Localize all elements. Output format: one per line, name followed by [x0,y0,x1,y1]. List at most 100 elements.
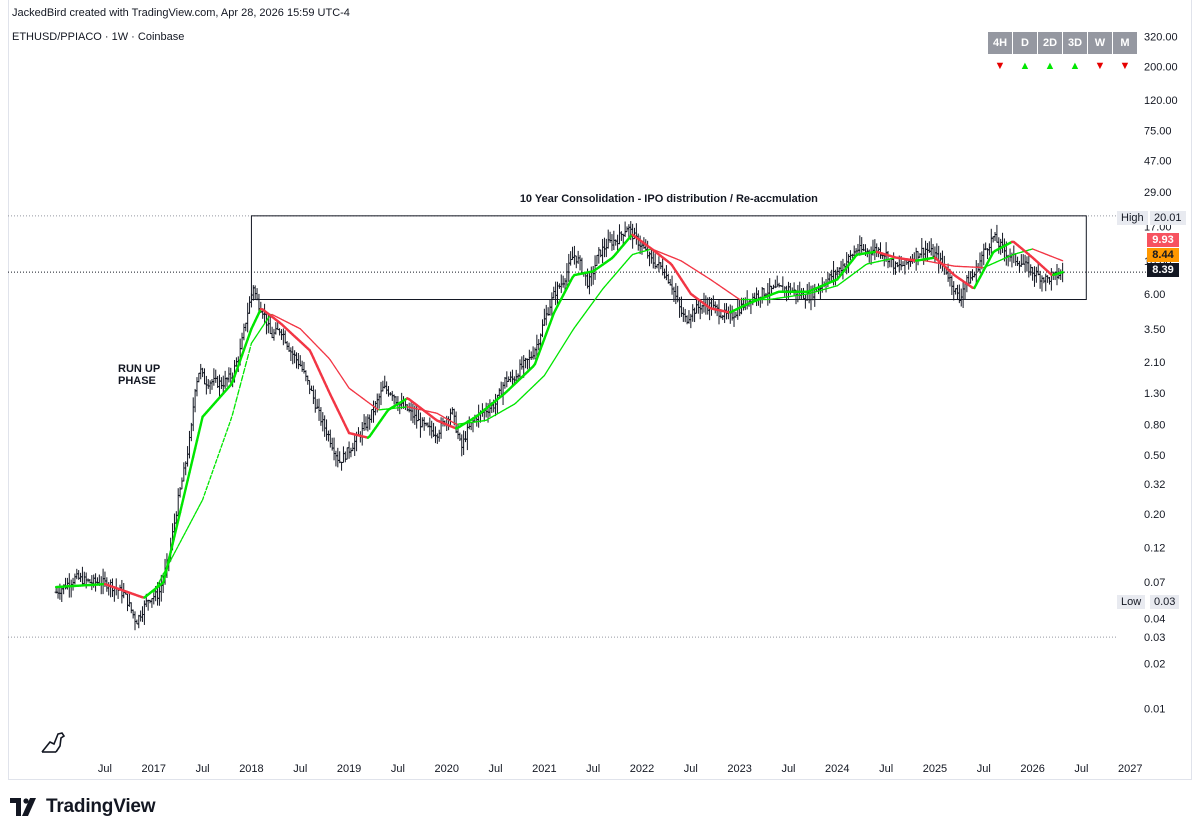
timeframe-w[interactable]: W [1088,32,1112,54]
slow-ma-segment [203,488,208,496]
slow-ma-segment [205,483,209,490]
y-tick-label: 0.80 [1144,419,1165,431]
slow-ma-segment [245,356,249,366]
slow-ma-segment [158,577,162,583]
slow-ma-segment [237,385,241,394]
trend-down-icon: ▼ [1094,60,1106,72]
x-tick-label: 2027 [1118,763,1142,775]
high-label: High [1117,211,1148,225]
chart-frame [8,0,1192,780]
slow-ma-segment [207,477,211,485]
fast-ma-segment [186,471,191,482]
slow-ma-segment [228,419,232,426]
y-tick-label: 47.00 [1144,156,1172,168]
slow-ma-segment [194,509,198,515]
slow-ma-segment [243,363,247,373]
timeframe-3d[interactable]: 3D [1063,32,1087,54]
slow-ma-segment [171,552,176,558]
fast-ma-segment [195,431,201,442]
ma-fast-tag: 8.44 [1147,248,1179,262]
slow-ma-segment [209,472,213,480]
slow-ma-segment [185,527,189,533]
slow-ma-segment [241,370,245,380]
consolidation-box[interactable] [250,215,1087,301]
high-value: 20.01 [1150,211,1186,225]
slow-ma-segment [233,399,238,408]
tradingview-logo-icon [10,798,36,816]
slow-ma-segment [175,545,179,551]
slow-ma-segment [222,435,226,442]
tradingview-dino-icon [40,730,66,759]
slow-ma-segment [198,502,202,508]
slow-ma-segment [173,548,177,554]
y-tick-label: 1.30 [1144,388,1165,400]
slow-ma-segment [232,406,236,415]
y-tick-label: 0.02 [1144,658,1165,670]
y-tick-label: 0.01 [1144,703,1165,715]
y-tick-label: 2.10 [1144,357,1165,369]
fast-ma-segment [199,415,204,426]
low-value: 0.03 [1150,595,1180,609]
slow-ma-segment [162,570,166,576]
timeframe-m[interactable]: M [1113,32,1137,54]
slow-ma-segment [192,513,196,519]
x-tick-label: 2025 [923,763,947,775]
y-tick-label: 29.00 [1144,187,1172,199]
fast-ma-segment [175,519,180,530]
slow-ma-segment [200,499,204,504]
slow-ma-segment [186,523,191,529]
slow-ma-segment [230,413,234,421]
tradingview-brand: TradingView [46,796,156,817]
slow-ma-segment [177,541,181,547]
timeframe-4h[interactable]: 4H [988,32,1012,54]
slow-ma-segment [224,429,228,437]
x-tick-label: Jul [1074,763,1088,775]
trend-down-icon: ▼ [994,60,1006,72]
fast-ma-segment [165,558,171,570]
symbol-title[interactable]: ETHUSD/PPIACO · 1W · Coinbase [12,31,185,43]
y-tick-label: 6.00 [1144,289,1165,301]
x-tick-label: 2026 [1020,763,1044,775]
slow-ma-segment [218,445,223,453]
fast-ma-segment [178,503,184,514]
fast-ma-segment [169,542,174,554]
y-tick-label: 0.32 [1144,479,1165,491]
ma-slow-tag: 9.93 [1147,233,1179,247]
slow-ma-segment [247,349,251,359]
timeframe-trend-panel: 4H ▼ D ▲ 2D ▲ 3D ▲ W ▼ M ▼ [988,32,1137,80]
x-tick-label: 2017 [142,763,166,775]
slow-ma-segment [216,451,221,458]
x-tick-label: 2024 [825,763,849,775]
x-tick-label: 2023 [727,763,751,775]
price-chart[interactable]: 0.01 0.02 0.03 0.04 0.07 0.12 0.20 0.32 0.50 0.80… [0,0,1200,790]
slow-ma-segment [235,392,239,401]
runup-annotation-line2: PHASE [118,375,156,387]
fast-ma-segment [163,566,169,578]
timeframe-d[interactable]: D [1013,32,1037,54]
timeframe-2d[interactable]: 2D [1038,32,1062,54]
trend-up-icon: ▲ [1019,60,1031,72]
x-tick-label: Jul [781,763,795,775]
runup-annotation-line1: RUN UP [118,363,160,375]
tradingview-logo[interactable]: TradingView [10,794,156,820]
x-tick-label: Jul [196,763,210,775]
x-tick-label: 2020 [434,763,458,775]
slow-ma-segment [179,538,183,544]
consolidation-annotation: 10 Year Consolidation - IPO distribution… [520,193,818,205]
fast-ma-segment [182,487,187,498]
x-tick-label: 2022 [630,763,654,775]
fast-ma-segment [188,463,193,474]
y-tick-label: 0.04 [1144,613,1165,625]
fast-ma-segment [193,439,199,450]
y-tick-label: 75.00 [1144,125,1172,137]
trend-up-icon: ▲ [1069,60,1081,72]
y-tick-label: 120.00 [1144,95,1178,107]
slow-ma-segment [170,555,174,561]
last-price-tag: 8.39 [1147,263,1179,277]
fast-ma-segment [192,447,197,458]
fast-ma-segment [176,511,182,522]
x-tick-label: Jul [391,763,405,775]
y-tick-label: 3.50 [1144,324,1165,336]
x-tick-label: 2021 [532,763,556,775]
slow-ma-segment [211,467,215,474]
